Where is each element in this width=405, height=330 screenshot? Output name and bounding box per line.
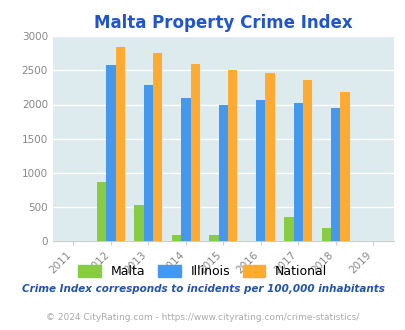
Bar	[106, 65, 115, 241]
Bar	[153, 53, 162, 241]
Legend: Malta, Illinois, National: Malta, Illinois, National	[73, 260, 332, 283]
Bar	[181, 98, 190, 241]
Bar	[284, 217, 293, 241]
Bar	[265, 73, 274, 241]
Bar	[115, 47, 125, 241]
Bar	[143, 85, 153, 241]
Bar	[96, 182, 106, 241]
Bar	[302, 80, 311, 241]
Bar	[209, 235, 218, 241]
Bar	[293, 103, 302, 241]
Bar	[171, 235, 181, 241]
Bar	[190, 64, 199, 241]
Text: © 2024 CityRating.com - https://www.cityrating.com/crime-statistics/: © 2024 CityRating.com - https://www.city…	[46, 313, 359, 322]
Bar	[321, 228, 330, 241]
Bar	[339, 91, 349, 241]
Bar	[134, 205, 143, 241]
Bar	[330, 108, 339, 241]
Bar	[218, 105, 228, 241]
Title: Malta Property Crime Index: Malta Property Crime Index	[94, 14, 352, 32]
Bar	[256, 100, 265, 241]
Bar	[228, 70, 237, 241]
Text: Crime Index corresponds to incidents per 100,000 inhabitants: Crime Index corresponds to incidents per…	[21, 284, 384, 294]
